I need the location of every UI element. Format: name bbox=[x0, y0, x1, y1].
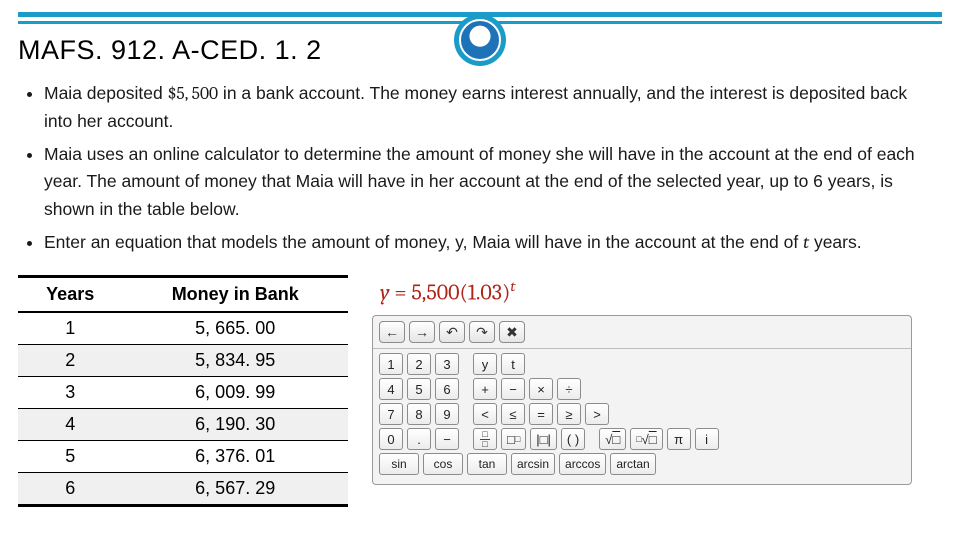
nav-clear-icon[interactable]: ✖ bbox=[499, 321, 525, 343]
nav-undo-icon[interactable]: ↶ bbox=[439, 321, 465, 343]
problem-bullet-3: Enter an equation that models the amount… bbox=[44, 229, 938, 257]
keypad-key[interactable]: ( ) bbox=[561, 428, 585, 450]
keypad-key[interactable]: 4 bbox=[379, 378, 403, 400]
keypad-key[interactable]: √□ bbox=[599, 428, 626, 450]
keypad-row: 0.−□□□□|□|( )√□□√□πi bbox=[379, 428, 905, 450]
problem-bullet-2: Maia uses an online calculator to determ… bbox=[44, 141, 938, 222]
school-logo bbox=[454, 14, 506, 66]
keypad-key[interactable]: 9 bbox=[435, 403, 459, 425]
bullet3-pre: Enter an equation that models the amount… bbox=[44, 232, 803, 252]
table-cell: 5, 834. 95 bbox=[122, 344, 348, 376]
table-cell: 6, 009. 99 bbox=[122, 376, 348, 408]
keypad-key[interactable]: − bbox=[501, 378, 525, 400]
equation-editor: ← → ↶ ↷ ✖ 123yt456+−×÷789<≤=≥>0.−□□□□|□|… bbox=[372, 315, 912, 485]
keypad-key[interactable]: □√□ bbox=[630, 428, 662, 450]
table-row: 46, 190. 30 bbox=[18, 408, 348, 440]
keypad-key[interactable]: t bbox=[501, 353, 525, 375]
money-table: Years Money in Bank 15, 665. 0025, 834. … bbox=[18, 275, 348, 507]
keypad-key[interactable]: < bbox=[473, 403, 497, 425]
table-cell: 4 bbox=[18, 408, 122, 440]
keypad-key[interactable]: arcsin bbox=[511, 453, 555, 475]
table-cell: 1 bbox=[18, 312, 122, 345]
keypad-key[interactable]: − bbox=[435, 428, 459, 450]
eq-base: (1.03) bbox=[460, 279, 511, 305]
keypad-key[interactable]: tan bbox=[467, 453, 507, 475]
col-years: Years bbox=[18, 276, 122, 312]
table-row: 36, 009. 99 bbox=[18, 376, 348, 408]
keypad-key[interactable]: 5 bbox=[407, 378, 431, 400]
table-cell: 5, 665. 00 bbox=[122, 312, 348, 345]
bullet3-post: years. bbox=[809, 232, 862, 252]
nav-right-icon[interactable]: → bbox=[409, 321, 435, 343]
nav-redo-icon[interactable]: ↷ bbox=[469, 321, 495, 343]
keypad-key[interactable]: + bbox=[473, 378, 497, 400]
keypad-key[interactable]: sin bbox=[379, 453, 419, 475]
keypad-key[interactable]: × bbox=[529, 378, 553, 400]
nav-left-icon[interactable]: ← bbox=[379, 321, 405, 343]
keypad-key[interactable]: 2 bbox=[407, 353, 431, 375]
keypad-key[interactable]: 8 bbox=[407, 403, 431, 425]
keypad-key[interactable]: ÷ bbox=[557, 378, 581, 400]
deposit-amount: $5, 500 bbox=[168, 84, 219, 104]
keypad-key[interactable]: ≤ bbox=[501, 403, 525, 425]
table-row: 15, 665. 00 bbox=[18, 312, 348, 345]
keypad-key[interactable]: 1 bbox=[379, 353, 403, 375]
keypad-key[interactable]: □□ bbox=[473, 428, 497, 450]
problem-text: Maia deposited $5, 500 in a bank account… bbox=[22, 80, 938, 257]
keypad-key[interactable]: π bbox=[667, 428, 691, 450]
lower-section: Years Money in Bank 15, 665. 0025, 834. … bbox=[18, 275, 942, 507]
bullet1-pre: Maia deposited bbox=[44, 83, 168, 103]
keypad-key[interactable]: arccos bbox=[559, 453, 606, 475]
table-cell: 3 bbox=[18, 376, 122, 408]
keypad-key[interactable]: |□| bbox=[530, 428, 557, 450]
table-row: 25, 834. 95 bbox=[18, 344, 348, 376]
keypad-key[interactable]: 6 bbox=[435, 378, 459, 400]
keypad-key[interactable]: 3 bbox=[435, 353, 459, 375]
keypad-key[interactable]: = bbox=[529, 403, 553, 425]
keypad-key[interactable]: i bbox=[695, 428, 719, 450]
keypad-row: 123yt bbox=[379, 353, 905, 375]
keypad-row: 456 +−×÷ bbox=[379, 378, 905, 400]
problem-bullet-1: Maia deposited $5, 500 in a bank account… bbox=[44, 80, 938, 135]
keypad-row: sincostanarcsinarccosarctan bbox=[379, 453, 905, 475]
eq-exp: t bbox=[510, 277, 515, 295]
keypad-key[interactable]: > bbox=[585, 403, 609, 425]
eq-coeff: 5,500 bbox=[411, 279, 459, 305]
table-cell: 2 bbox=[18, 344, 122, 376]
keypad-row: 789 <≤=≥> bbox=[379, 403, 905, 425]
editor-nav: ← → ↶ ↷ ✖ bbox=[373, 316, 911, 349]
table-cell: 5 bbox=[18, 440, 122, 472]
table-row: 56, 376. 01 bbox=[18, 440, 348, 472]
table-cell: 6, 567. 29 bbox=[122, 472, 348, 505]
keypad-key[interactable]: y bbox=[473, 353, 497, 375]
keypad-key[interactable]: 7 bbox=[379, 403, 403, 425]
eq-sign: = bbox=[389, 279, 411, 305]
col-money: Money in Bank bbox=[122, 276, 348, 312]
keypad-key[interactable]: ≥ bbox=[557, 403, 581, 425]
editor-keypad: 123yt456+−×÷789<≤=≥>0.−□□□□|□|( )√□□√□πi… bbox=[373, 349, 911, 484]
table-cell: 6, 376. 01 bbox=[122, 440, 348, 472]
answer-and-calculator: y = 5,500(1.03)t ← → ↶ ↷ ✖ 123yt456+−×÷7… bbox=[372, 275, 942, 485]
keypad-key[interactable]: □□ bbox=[501, 428, 526, 450]
table-row: 66, 567. 29 bbox=[18, 472, 348, 505]
keypad-key[interactable]: . bbox=[407, 428, 431, 450]
answer-equation: y = 5,500(1.03)t bbox=[380, 277, 942, 305]
keypad-key[interactable]: 0 bbox=[379, 428, 403, 450]
school-logo-inner bbox=[459, 19, 501, 61]
table-cell: 6, 190. 30 bbox=[122, 408, 348, 440]
keypad-key[interactable]: arctan bbox=[610, 453, 655, 475]
keypad-key[interactable]: cos bbox=[423, 453, 463, 475]
table-cell: 6 bbox=[18, 472, 122, 505]
